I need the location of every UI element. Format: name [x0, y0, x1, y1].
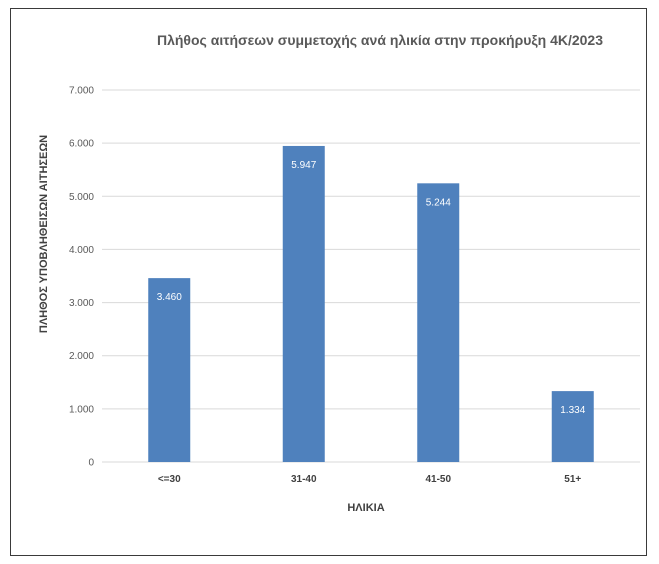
y-tick-label: 2.000	[69, 351, 94, 362]
data-labels: 3.460 5.947 5.244 1.334	[157, 160, 586, 416]
y-tick-label: 7.000	[69, 86, 94, 97]
x-tick-label: 31-40	[291, 474, 317, 485]
y-axis-title: ΠΛΗΘΟΣ ΥΠΟΒΛΗΘΕΙΣΩΝ ΑΙΤΗΣΕΩΝ	[38, 135, 50, 333]
chart-title: Πλήθος αιτήσεων συμμετοχής ανά ηλικία στ…	[157, 32, 603, 48]
bar	[417, 183, 460, 463]
x-axis-title: ΗΛΙΚΙΑ	[347, 502, 384, 514]
y-tick-label: 5.000	[69, 192, 94, 203]
bar	[551, 391, 594, 462]
y-tick-label: 0	[88, 458, 94, 469]
y-tick-label: 3.000	[69, 298, 94, 309]
y-tick-label: 4.000	[69, 245, 94, 256]
x-tick-label: <=30	[158, 474, 181, 485]
x-tick-label: 51+	[564, 474, 581, 485]
gridlines	[102, 89, 640, 463]
data-label: 3.460	[157, 292, 182, 303]
chart-frame	[10, 8, 647, 556]
y-tick-label: 1.000	[69, 404, 94, 415]
bars	[148, 145, 594, 463]
y-tick-labels: 0 1.000 2.000 3.000 4.000 5.000 6.000 7.000	[69, 86, 94, 469]
bar	[282, 145, 325, 463]
bar	[148, 278, 191, 462]
x-tick-labels: <=30 31-40 41-50 51+	[158, 474, 582, 485]
data-label: 1.334	[560, 405, 585, 416]
y-tick-label: 6.000	[69, 139, 94, 150]
x-tick-label: 41-50	[425, 474, 451, 485]
data-label: 5.244	[426, 197, 451, 208]
data-label: 5.947	[291, 160, 316, 171]
